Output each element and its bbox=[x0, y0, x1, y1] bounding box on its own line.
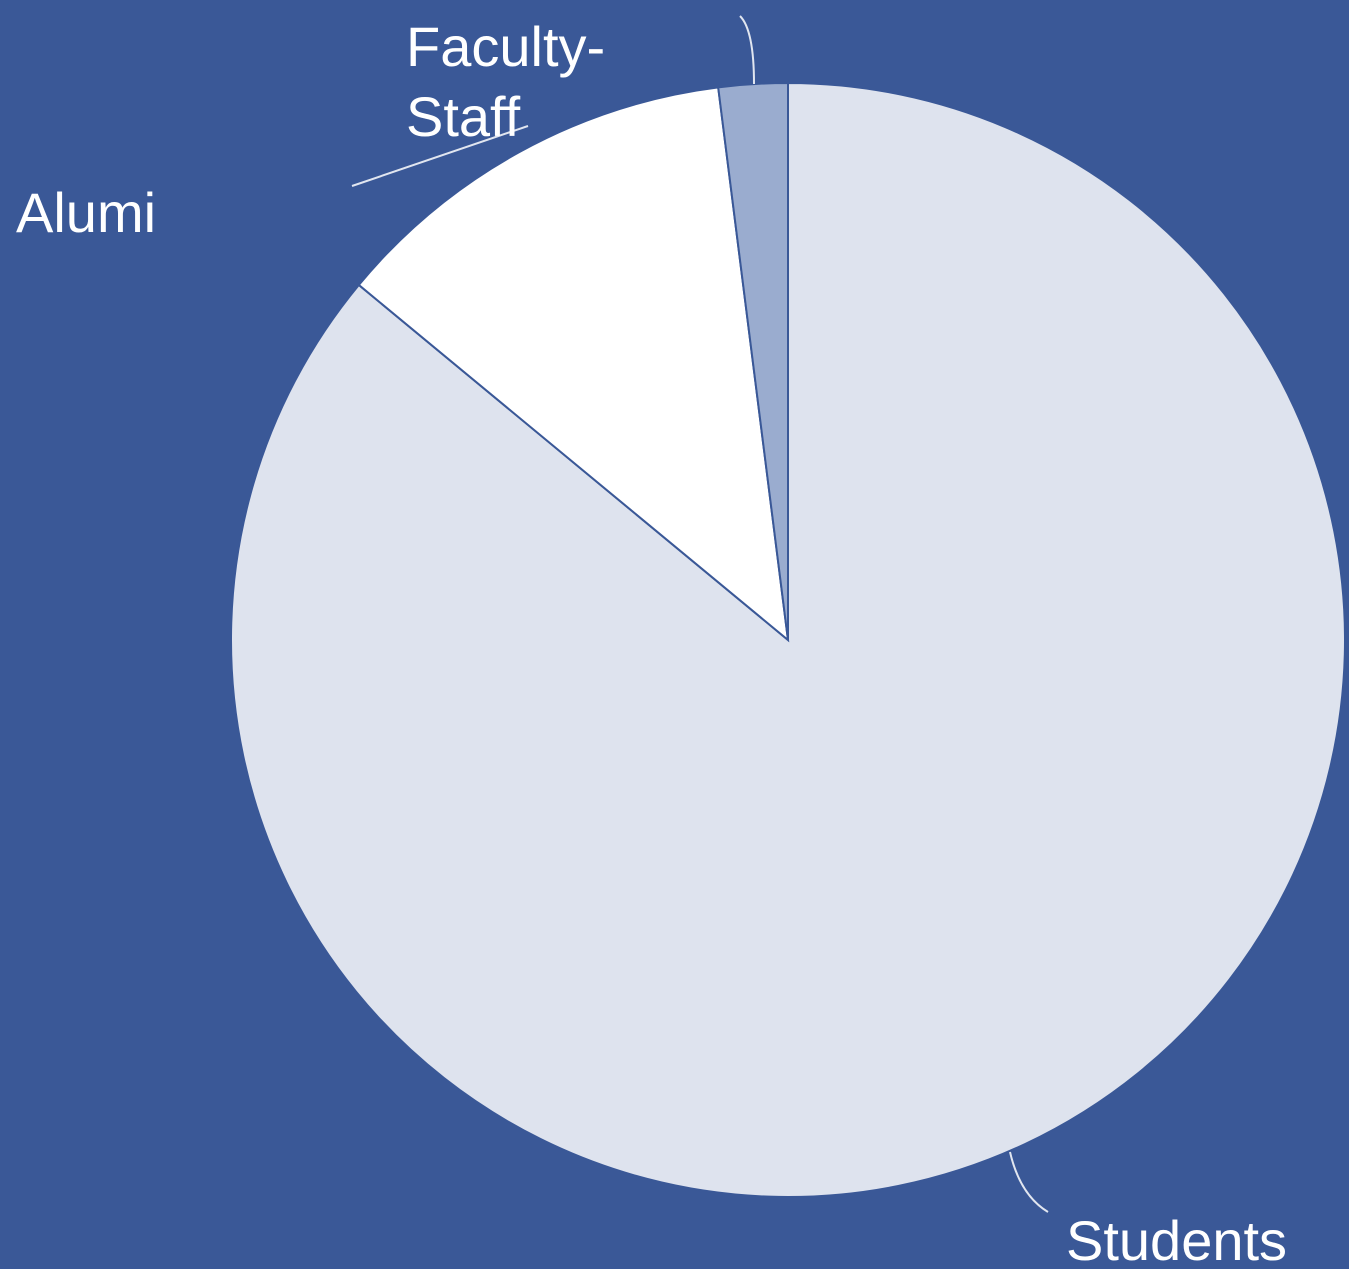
slice-labels: Students Alumi Faculty- Staff bbox=[16, 15, 1287, 1269]
leader-line-faculty-staff bbox=[739, 15, 755, 85]
slice-label-faculty-staff-line2: Staff bbox=[406, 85, 521, 148]
slice-label-alumi: Alumi bbox=[16, 181, 156, 244]
pie-slice-alumi bbox=[357, 86, 790, 643]
leader-line-alumi bbox=[351, 125, 529, 187]
pie-slices bbox=[230, 81, 1346, 1198]
slice-label-students: Students bbox=[1066, 1209, 1287, 1269]
leader-line-students bbox=[1009, 1151, 1049, 1213]
leader-lines bbox=[351, 15, 1049, 1213]
pie-slice-faculty-staff bbox=[717, 81, 789, 641]
slice-label-faculty-staff-line1: Faculty- bbox=[406, 15, 605, 78]
